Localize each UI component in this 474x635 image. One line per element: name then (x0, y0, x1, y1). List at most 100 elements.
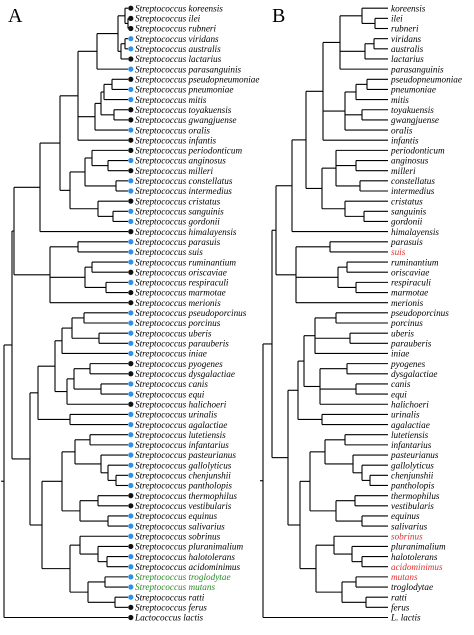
panel-a-tip-dot-blue (128, 178, 134, 184)
panel-a-tip-dot-blue (128, 432, 134, 438)
panel-a-tip-dot-blue (128, 350, 134, 357)
panel-a-species-name: constellatus (189, 176, 233, 186)
panel-a-taxon-label: Streptococcus infantis (135, 135, 216, 145)
panel-a-species-name: chenjunshii (189, 471, 232, 481)
panel-b-taxon-label: himalayensis (391, 227, 439, 237)
panel-b-tree: koreensisileirubneriviridansaustralislac… (260, 3, 462, 623)
panel-a-taxon-label: Streptococcus australis (135, 44, 221, 54)
panel-b-taxon-label: vestibularis (391, 501, 434, 511)
panel-a-genus-name: Streptococcus (135, 328, 189, 338)
panel-b-taxon-label: sobrinus (391, 531, 423, 541)
panel-a-genus-name: Streptococcus (135, 572, 189, 582)
panel-a-taxon-label: Streptococcus pseudoporcinus (135, 308, 247, 318)
panel-b-species-name: milleri (391, 166, 416, 176)
panel-a-genus-name: Streptococcus (135, 278, 189, 288)
panel-a-taxon-label: Streptococcus gallolyticus (135, 460, 232, 470)
panel-a-tip-dot-black (128, 543, 134, 550)
panel-b-species-name: L. lactis (390, 613, 421, 623)
panel-a-tip-dot-blue (128, 86, 134, 93)
panel-b-species-name: marmotae (391, 288, 428, 298)
panel-a-tip-dot-blue (128, 533, 134, 539)
panel-a-genus-name: Streptococcus (135, 105, 189, 115)
panel-a-tip-dot-black (128, 604, 134, 610)
panel-b-taxon-label: anginosus (391, 156, 429, 166)
panel-b-taxon-label: koreensis (391, 3, 426, 13)
panel-b-taxon-label: milleri (391, 166, 416, 176)
panel-b-taxon-label: pseudopneumoniae (390, 74, 462, 84)
panel-a-letter: A (8, 5, 23, 27)
panel-a-genus-name: Streptococcus (135, 410, 189, 420)
panel-a-genus-name: Streptococcus (135, 64, 189, 74)
panel-a-species-name: Lactococcus lactis (134, 613, 204, 623)
panel-a-tip-dot-blue (128, 330, 134, 336)
panel-a-genus-name: Streptococcus (135, 74, 189, 84)
panel-a-taxon-label: Streptococcus constellatus (135, 176, 233, 186)
panel-a-taxon-label: Streptococcus canis (135, 379, 208, 389)
panel-b-taxon-label: troglodytae (391, 582, 433, 592)
panel-a-species-name: koreensis (189, 3, 224, 13)
panel-a-genus-name: Streptococcus (135, 531, 189, 541)
panel-a-taxon-label: Streptococcus equi (135, 389, 205, 399)
panel-a-taxon-label: Streptococcus pseudopneumoniae (135, 74, 259, 84)
panel-a-taxon-label: Streptococcus thermophilus (135, 491, 237, 501)
panel-b-species-name: cristatus (391, 196, 423, 206)
panel-b-taxon-label: pseudoporcinus (390, 308, 449, 318)
panel-a-tip-dot-blue (128, 523, 134, 529)
panel-a-species-name: viridans (189, 34, 220, 44)
panel-a-tip-dot-blue (128, 472, 134, 478)
panel-a-tip-dot-black (128, 269, 134, 275)
panel-a-tip-dot-blue (128, 239, 134, 245)
panel-a-tip-dot-blue (128, 442, 134, 448)
panel-a-taxon-label: Streptococcus respiraculi (135, 278, 229, 288)
panel-a-species-name: parauberis (188, 339, 230, 349)
panel-b-species-name: suis (391, 247, 406, 257)
panel-b-taxon-label: agalactiae (391, 420, 430, 430)
panel-b-taxon-label: infantarius (391, 440, 432, 450)
panel-a-tip-dot-black (128, 503, 134, 509)
panel-a-genus-name: Streptococcus (135, 257, 189, 267)
panel-a-tip-dot-blue (128, 157, 134, 164)
panel-b-taxon-label: rubneri (391, 24, 419, 34)
panel-a-taxon-label: Streptococcus toyakuensis (135, 105, 232, 115)
panel-b-taxon-label: gwangjuense (391, 115, 439, 125)
panel-a-taxon-label: Streptococcus periodonticum (135, 146, 242, 156)
panel-b-species-name: gordonii (391, 217, 423, 227)
panel-b-species-name: pseudopneumoniae (390, 74, 462, 84)
panel-a-tip-dot-blue (128, 46, 134, 52)
panel-b-taxon-label: viridans (391, 34, 422, 44)
panel-b-taxon-label: salivarius (391, 521, 428, 531)
panel-a-taxon-label: Streptococcus ilei (135, 14, 201, 24)
panel-a-genus-name: Streptococcus (135, 389, 189, 399)
panel-b-species-name: pasteurianus (390, 450, 439, 460)
panel-b-taxon-label: parauberis (390, 339, 432, 349)
panel-b-taxon-label: pneumoniae (390, 85, 436, 95)
panel-a-species-name: vestibularis (189, 501, 232, 511)
panel-a-tip-dot-black (128, 117, 134, 123)
panel-b-species-name: porcinus (390, 318, 423, 328)
panel-b-taxon-label: iniae (391, 349, 409, 359)
panel-a-taxon-label: Streptococcus vestibularis (135, 501, 232, 511)
panel-a-taxon-label: Streptococcus lutetiensis (135, 430, 226, 440)
panel-a-genus-name: Streptococcus (135, 420, 189, 430)
panel-a-species-name: pseudoporcinus (188, 308, 247, 318)
panel-b-species-name: pseudoporcinus (390, 308, 449, 318)
panel-a-species-name: intermedius (189, 186, 233, 196)
panel-a-tip-dot-black (128, 107, 134, 113)
panel-a-taxon-label: Streptococcus koreensis (135, 3, 223, 13)
panel-b-species-name: infantarius (391, 440, 432, 450)
panel-a-genus-name: Streptococcus (135, 481, 189, 491)
panel-b-taxon-label: uberis (391, 328, 414, 338)
panel-b-species-name: pantholopis (390, 481, 435, 491)
panel-b-letter: B (272, 5, 285, 27)
panel-a-genus-name: Streptococcus (135, 471, 189, 481)
panel-a-genus-name: Streptococcus (135, 146, 189, 156)
panel-a-taxon-label: Streptococcus intermedius (135, 186, 232, 196)
panel-b-taxon-label: ruminantium (391, 257, 439, 267)
panel-a-taxon-label: Streptococcus gordonii (135, 217, 220, 227)
panel-b-species-name: respiraculi (391, 278, 431, 288)
panel-b-species-name: pyogenes (390, 359, 426, 369)
panel-a-taxon-label: Streptococcus parasuis (135, 237, 221, 247)
panel-a-taxon-label: Streptococcus dysgalactiae (135, 369, 235, 379)
panel-a-taxon-label: Streptococcus anginosus (135, 156, 226, 166)
panel-a-tip-dot-black (128, 371, 134, 377)
